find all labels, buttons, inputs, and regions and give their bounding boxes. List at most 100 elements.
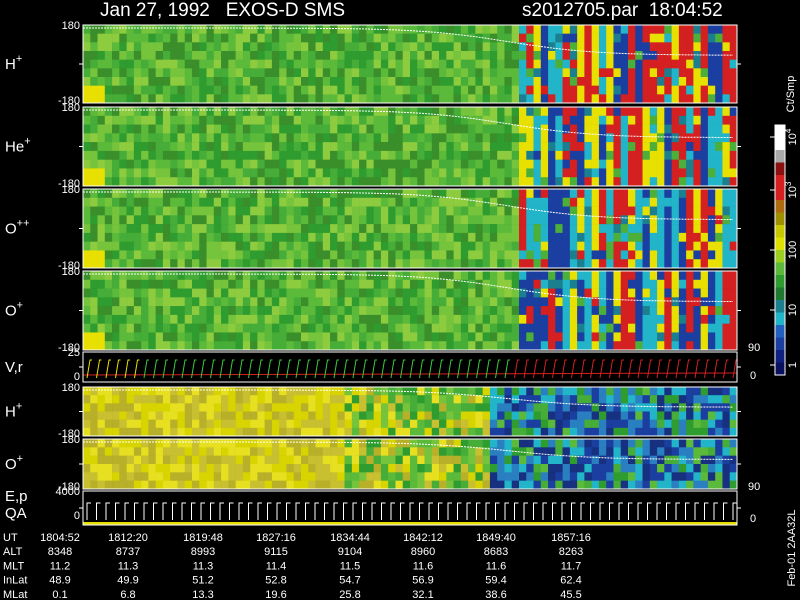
spectrogram-cell bbox=[213, 77, 222, 86]
spectrogram-cell bbox=[678, 341, 687, 351]
spectrogram-cell bbox=[388, 306, 396, 316]
spectrogram-cell bbox=[330, 168, 338, 178]
spectrogram-cell bbox=[213, 94, 222, 104]
spectrogram-cell bbox=[729, 124, 738, 134]
spectrogram-cell bbox=[213, 250, 222, 260]
spectrogram-cell bbox=[598, 197, 607, 207]
spectrogram-cell bbox=[497, 25, 505, 34]
spectrogram-cell bbox=[97, 94, 106, 104]
spectrogram-cell bbox=[242, 124, 251, 134]
spectrogram-cell bbox=[606, 159, 614, 169]
spectrogram-cell bbox=[671, 387, 680, 396]
spectrogram-cell bbox=[184, 241, 193, 251]
spectrogram-cell bbox=[722, 472, 731, 481]
spectrogram-cell bbox=[504, 387, 513, 396]
spectrogram-cell bbox=[686, 419, 694, 429]
spectrogram-cell bbox=[388, 279, 396, 289]
spectrogram-cell bbox=[620, 332, 629, 342]
spectrogram-cell bbox=[628, 387, 636, 396]
spectrogram-cell bbox=[700, 115, 709, 125]
spectrogram-cell bbox=[250, 403, 258, 412]
spectrogram-cell bbox=[577, 259, 585, 269]
spectrogram-cell bbox=[257, 77, 265, 86]
spectrogram-cell bbox=[286, 189, 295, 199]
spectrogram-cell bbox=[380, 206, 389, 216]
spectrogram-cell bbox=[402, 480, 411, 490]
spectrogram-cell bbox=[468, 447, 476, 456]
spectrogram-cell bbox=[133, 215, 142, 225]
trace-tick bbox=[153, 502, 158, 520]
trace-tick bbox=[694, 502, 699, 520]
spectrogram-cell bbox=[83, 189, 91, 199]
spectrogram-cell bbox=[257, 341, 265, 351]
spectrogram-cell bbox=[569, 455, 578, 465]
spectrogram-cell bbox=[344, 279, 353, 289]
spectrogram-cell bbox=[271, 403, 280, 412]
spectrogram-cell bbox=[497, 142, 505, 152]
spectrogram-cell bbox=[162, 42, 171, 52]
spectrogram-cell bbox=[446, 189, 454, 199]
trace-tick bbox=[362, 502, 367, 520]
spectrogram-cell bbox=[257, 387, 265, 396]
spectrogram-cell bbox=[279, 68, 287, 78]
spectrogram-cell bbox=[410, 215, 418, 225]
spectrogram-cell bbox=[511, 288, 520, 298]
spectrogram-cell bbox=[555, 59, 563, 69]
spectrogram-cell bbox=[468, 419, 476, 429]
spectrogram-cell bbox=[257, 133, 265, 143]
spectrogram-cell bbox=[177, 271, 186, 281]
spectrogram-cell bbox=[170, 42, 178, 52]
spectrogram-cell bbox=[170, 51, 178, 60]
spectrogram-cell bbox=[97, 159, 106, 169]
spectrogram-cell bbox=[511, 323, 520, 333]
spectrogram-cell bbox=[235, 411, 244, 420]
spectrogram-cell bbox=[497, 439, 505, 448]
spectrogram-cell bbox=[431, 395, 440, 404]
spectrogram-cell bbox=[460, 189, 469, 199]
spectrogram-cell bbox=[162, 427, 171, 437]
spectrogram-cell bbox=[155, 341, 164, 351]
spectrogram-cell bbox=[657, 115, 665, 125]
spectrogram-cell bbox=[722, 250, 731, 260]
spectrogram-cell bbox=[199, 68, 207, 78]
trace-tick bbox=[191, 359, 197, 379]
spectrogram-cell bbox=[308, 25, 316, 34]
spectrogram-cell bbox=[606, 150, 614, 160]
spectrogram-cell bbox=[693, 232, 701, 242]
spectrogram-cell bbox=[141, 206, 149, 216]
spectrogram-cell bbox=[271, 68, 280, 78]
spectrogram-cell bbox=[649, 472, 658, 481]
spectrogram-cell bbox=[322, 59, 331, 69]
spectrogram-cell bbox=[344, 59, 353, 69]
spectrogram-cell bbox=[606, 107, 614, 117]
spectrogram-cell bbox=[279, 427, 287, 437]
spectrogram-cell bbox=[221, 142, 229, 152]
trace-tick bbox=[723, 502, 728, 520]
spectrogram-cell bbox=[97, 464, 106, 473]
spectrogram-cell bbox=[460, 447, 469, 456]
spectrogram-cell bbox=[700, 323, 709, 333]
spectrogram-cell bbox=[388, 115, 396, 125]
spectrogram-cell bbox=[380, 232, 389, 242]
spectrogram-cell bbox=[460, 472, 469, 481]
spectrogram-cell bbox=[686, 51, 694, 60]
spectrogram-cell bbox=[351, 447, 360, 456]
row-value: 38.6 bbox=[485, 589, 506, 600]
spectrogram-cell bbox=[424, 232, 433, 242]
spectrogram-cell bbox=[686, 480, 694, 490]
spectrogram-cell bbox=[511, 159, 520, 169]
spectrogram-cell bbox=[460, 142, 469, 152]
spectrogram-cell bbox=[359, 124, 367, 134]
spectrogram-cell bbox=[242, 241, 251, 251]
spectrogram-cell bbox=[548, 314, 556, 324]
spectrogram-cell bbox=[657, 215, 665, 225]
spectrogram-cell bbox=[242, 42, 251, 52]
spectrogram-cell bbox=[221, 115, 229, 125]
spectrogram-cell bbox=[577, 480, 585, 490]
spectrogram-cell bbox=[511, 439, 520, 448]
spectrogram-cell bbox=[293, 189, 302, 199]
spectrogram-cell bbox=[322, 77, 331, 86]
spectrogram-cell bbox=[112, 42, 120, 52]
spectrogram-cell bbox=[613, 215, 622, 225]
spectrogram-cell bbox=[591, 472, 600, 481]
